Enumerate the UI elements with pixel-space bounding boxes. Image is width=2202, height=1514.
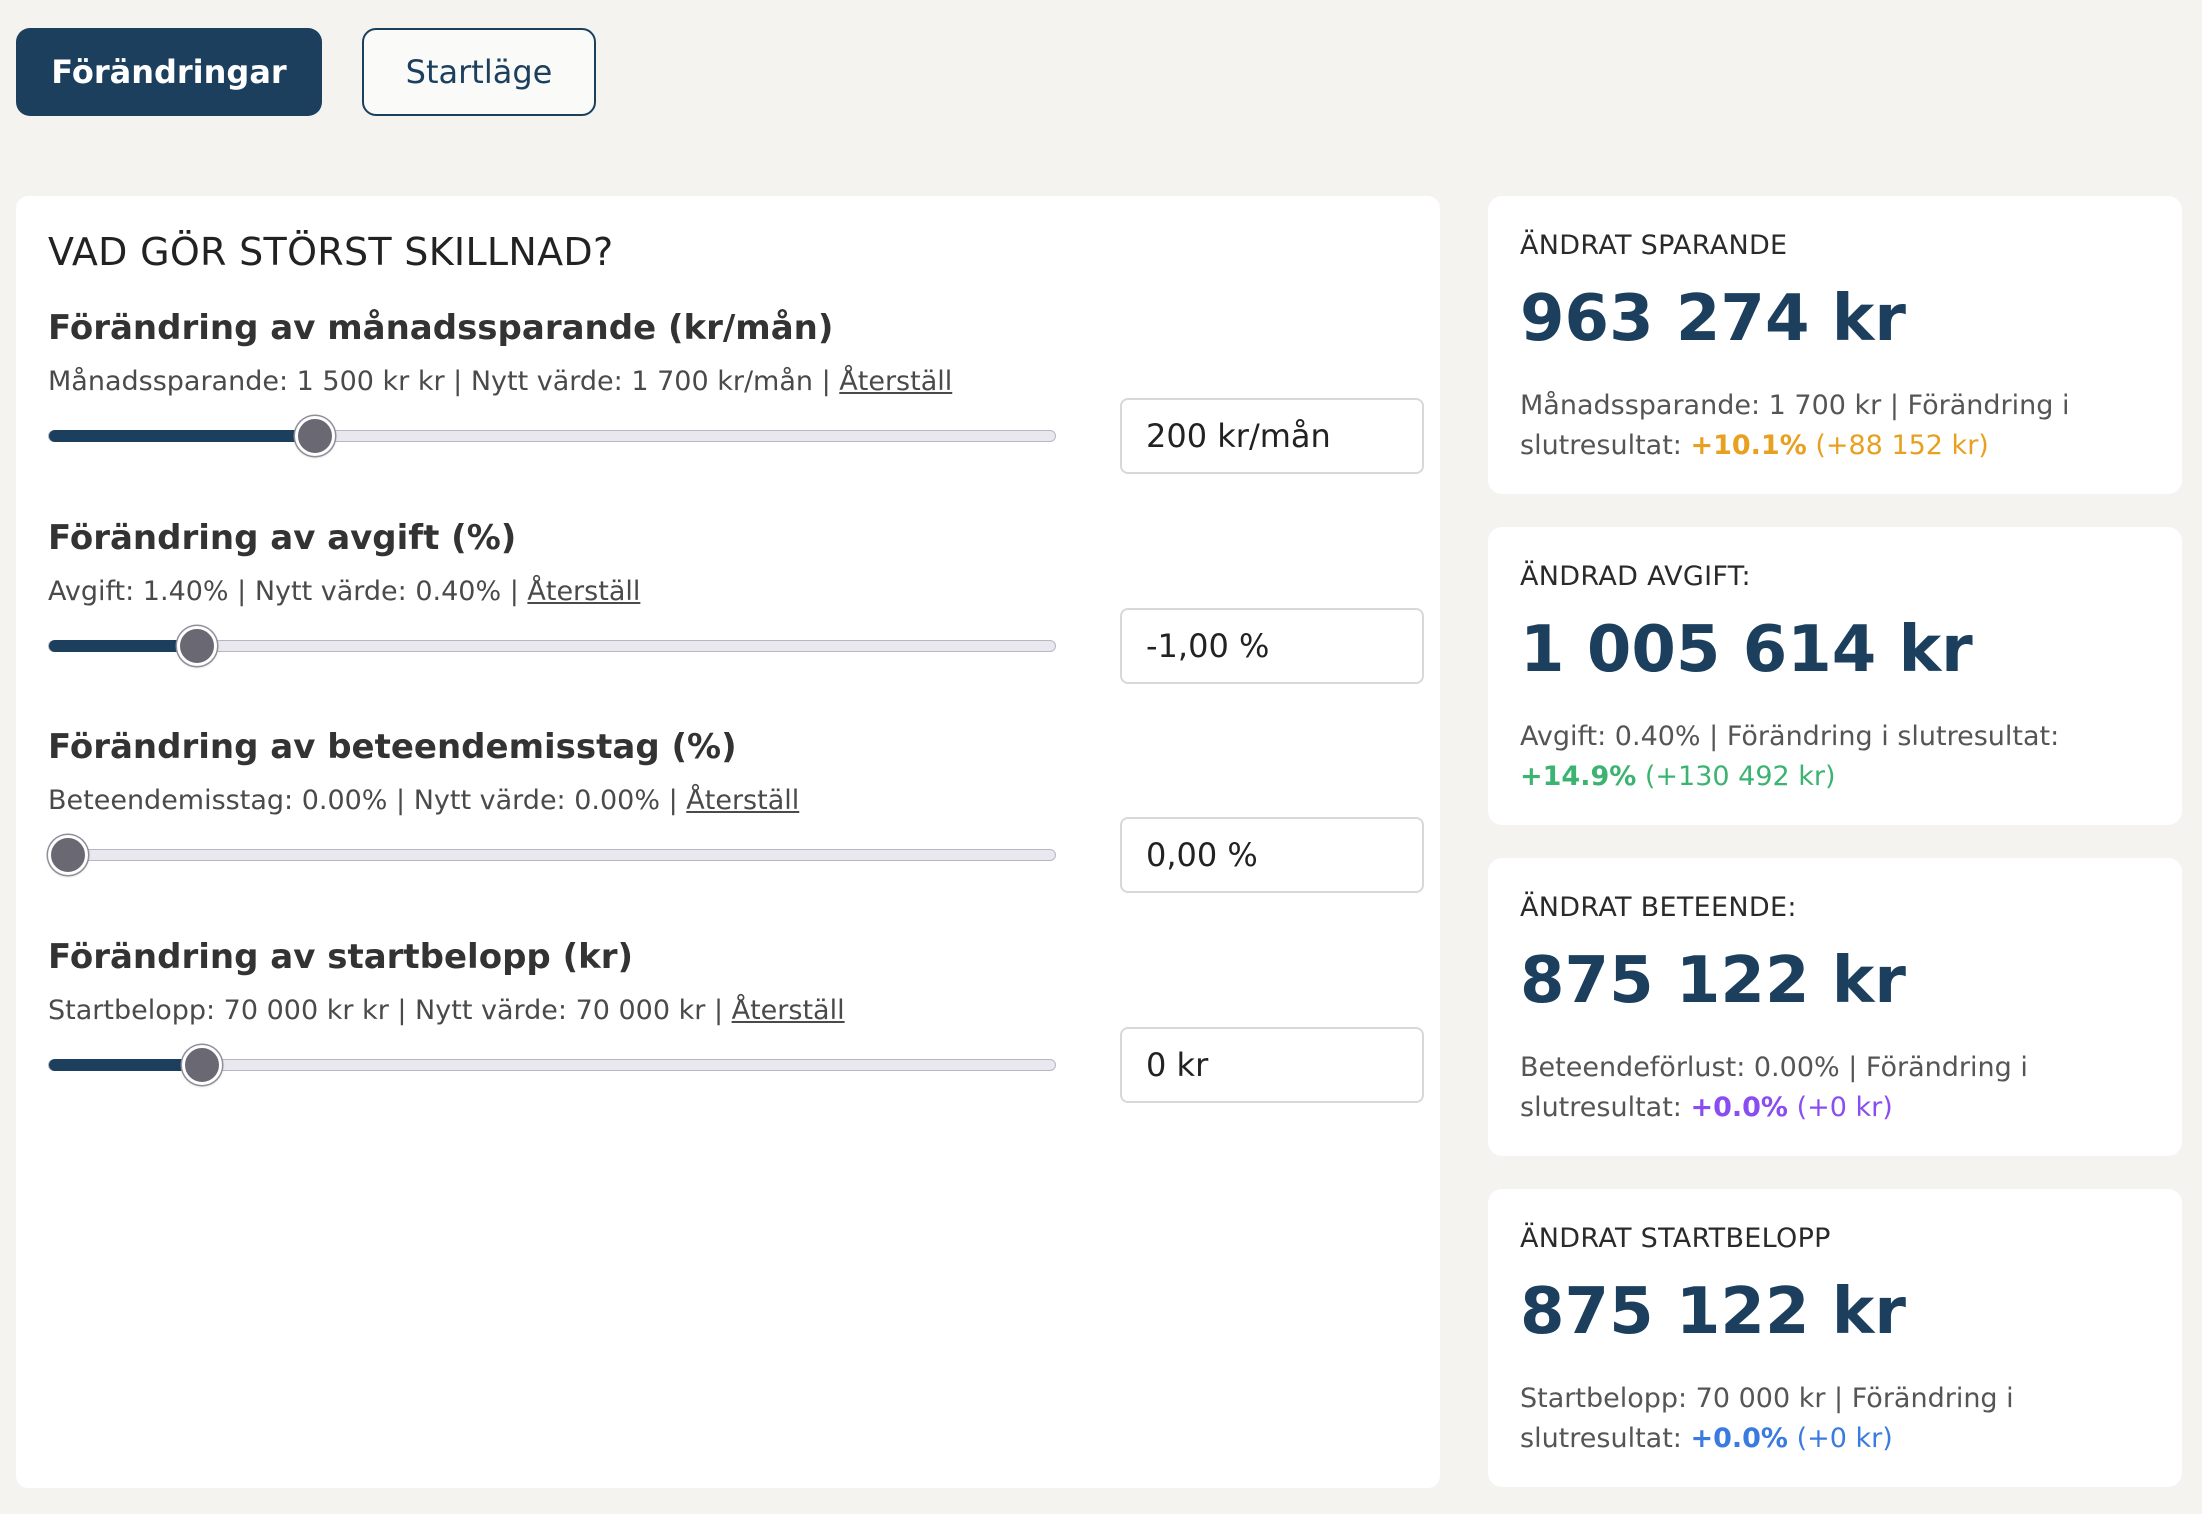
tab-startlage[interactable]: Startläge <box>362 28 596 116</box>
slider-thumb[interactable] <box>182 1045 222 1085</box>
change-amount: (+130 492 kr) <box>1636 761 1836 792</box>
changes-panel: VAD GÖR STÖRST SKILLNAD? Förändring av m… <box>16 196 1440 1488</box>
card-description: Startbelopp: 70 000 kr | Förändring i sl… <box>1520 1383 2014 1454</box>
row-monthly-saving: Förändring av månadssparande (kr/mån) Må… <box>48 308 1428 508</box>
card-changed-behavior: ÄNDRAT BETEENDE: 875 122 kr Beteendeförl… <box>1488 858 2182 1156</box>
card-label: ÄNDRAD AVGIFT: <box>1520 561 1751 592</box>
row-subtitle: Månadssparande: 1 500 kr kr | Nytt värde… <box>48 366 953 397</box>
slider-fill <box>49 429 316 442</box>
change-percent: +14.9% <box>1520 761 1637 792</box>
row-start-amount: Förändring av startbelopp (kr) Startbelo… <box>48 937 1428 1137</box>
tab-bar: Förändringar Startläge <box>16 28 596 116</box>
card-changed-fee: ÄNDRAD AVGIFT: 1 005 614 kr Avgift: 0.40… <box>1488 527 2182 825</box>
row-title: Förändring av avgift (%) <box>48 518 517 558</box>
slider-track[interactable] <box>48 639 1056 652</box>
card-label: ÄNDRAT BETEENDE: <box>1520 892 1797 923</box>
card-description: Beteendeförlust: 0.00% | Förändring i sl… <box>1520 1052 2028 1123</box>
slider-thumb[interactable] <box>177 626 217 666</box>
slider-thumb[interactable] <box>295 416 335 456</box>
card-label: ÄNDRAT SPARANDE <box>1520 230 1788 261</box>
change-percent: +10.1% <box>1690 430 1807 461</box>
slider-thumb[interactable] <box>48 835 88 875</box>
change-percent: +0.0% <box>1690 1092 1788 1123</box>
row-title: Förändring av startbelopp (kr) <box>48 937 634 977</box>
row-title: Förändring av beteendemisstag (%) <box>48 727 737 767</box>
slider-track[interactable] <box>48 1058 1056 1071</box>
value-input[interactable]: 200 kr/mån <box>1120 398 1424 474</box>
value-input[interactable]: 0 kr <box>1120 1027 1424 1103</box>
reset-link[interactable]: Återställ <box>839 366 953 397</box>
change-amount: (+88 152 kr) <box>1806 430 1989 461</box>
slider-track[interactable] <box>48 429 1056 442</box>
card-value: 963 274 kr <box>1520 282 1906 356</box>
card-value: 1 005 614 kr <box>1520 613 1973 687</box>
row-title: Förändring av månadssparande (kr/mån) <box>48 308 834 348</box>
change-amount: (+0 kr) <box>1787 1092 1893 1123</box>
row-fee: Förändring av avgift (%) Avgift: 1.40% |… <box>48 518 1428 718</box>
card-changed-saving: ÄNDRAT SPARANDE 963 274 kr Månadssparand… <box>1488 196 2182 494</box>
reset-link[interactable]: Återställ <box>686 785 800 816</box>
card-description: Månadssparande: 1 700 kr | Förändring i … <box>1520 390 2070 461</box>
card-description: Avgift: 0.40% | Förändring i slutresulta… <box>1520 721 2060 792</box>
value-input[interactable]: -1,00 % <box>1120 608 1424 684</box>
panel-title: VAD GÖR STÖRST SKILLNAD? <box>48 230 614 274</box>
row-subtitle: Avgift: 1.40% | Nytt värde: 0.40% | Åter… <box>48 576 641 607</box>
row-behavior: Förändring av beteendemisstag (%) Beteen… <box>48 727 1428 927</box>
value-input[interactable]: 0,00 % <box>1120 817 1424 893</box>
card-label: ÄNDRAT STARTBELOPP <box>1520 1223 1831 1254</box>
reset-link[interactable]: Återställ <box>731 995 845 1026</box>
tab-forandringar[interactable]: Förändringar <box>16 28 322 116</box>
change-amount: (+0 kr) <box>1787 1423 1893 1454</box>
card-changed-start-amount: ÄNDRAT STARTBELOPP 875 122 kr Startbelop… <box>1488 1189 2182 1487</box>
row-subtitle: Startbelopp: 70 000 kr kr | Nytt värde: … <box>48 995 845 1026</box>
row-subtitle: Beteendemisstag: 0.00% | Nytt värde: 0.0… <box>48 785 800 816</box>
card-value: 875 122 kr <box>1520 944 1906 1018</box>
change-percent: +0.0% <box>1690 1423 1788 1454</box>
slider-fill <box>49 639 198 652</box>
card-value: 875 122 kr <box>1520 1275 1906 1349</box>
slider-fill <box>49 1058 203 1071</box>
reset-link[interactable]: Återställ <box>527 576 641 607</box>
slider-track[interactable] <box>48 848 1056 861</box>
